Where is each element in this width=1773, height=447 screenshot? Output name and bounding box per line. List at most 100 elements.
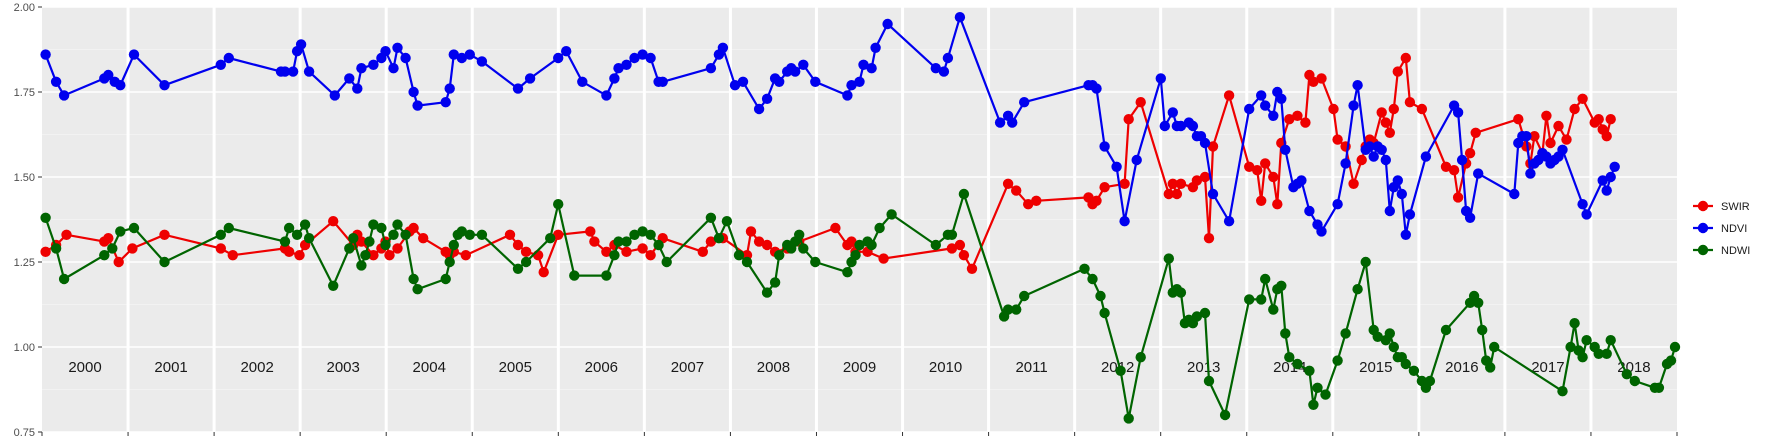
- data-point-ndwi: [1340, 328, 1351, 339]
- data-point-ndwi: [476, 229, 488, 240]
- data-point-swir: [1577, 93, 1588, 105]
- data-point-ndvi: [1352, 80, 1363, 91]
- data-point-ndvi: [637, 49, 648, 60]
- y-tick-label: 1.75: [14, 87, 35, 99]
- data-point-ndvi: [657, 76, 668, 88]
- data-point-ndwi: [1320, 389, 1331, 400]
- data-point-ndwi: [1018, 290, 1030, 302]
- data-point-ndwi: [1384, 328, 1396, 339]
- data-point-ndvi: [930, 62, 941, 74]
- data-point-ndvi: [753, 103, 765, 115]
- data-point-swir: [1513, 114, 1524, 125]
- data-point-ndvi: [942, 52, 954, 64]
- data-point-ndwi: [1332, 355, 1343, 366]
- data-point-ndwi: [376, 222, 387, 234]
- data-point-ndwi: [1308, 399, 1319, 410]
- data-point-ndvi: [1400, 229, 1412, 240]
- data-point-ndwi: [1569, 318, 1580, 329]
- data-point-ndwi: [1577, 352, 1588, 363]
- data-point-ndvi: [938, 66, 950, 77]
- data-point-ndvi: [866, 62, 877, 74]
- data-point-ndwi: [223, 222, 234, 234]
- data-point-ndwi: [520, 256, 532, 268]
- series-ndwi: [40, 188, 1681, 424]
- data-point-ndvi: [1175, 120, 1187, 132]
- data-point-ndwi: [440, 273, 451, 285]
- data-point-swir: [830, 222, 841, 234]
- data-point-ndwi: [1352, 284, 1363, 295]
- data-point-swir: [1440, 161, 1452, 172]
- data-point-swir: [637, 243, 648, 254]
- data-point-swir: [1561, 134, 1572, 145]
- series-line-swir: [45, 56, 1612, 274]
- data-point-ndwi: [1653, 382, 1665, 393]
- data-point-ndvi: [1244, 103, 1255, 115]
- data-point-ndvi: [128, 49, 140, 60]
- data-point-ndwi: [408, 273, 419, 285]
- data-point-swir: [227, 250, 238, 261]
- data-point-ndwi: [464, 229, 475, 240]
- data-point-ndvi: [1368, 151, 1379, 162]
- data-point-swir: [368, 250, 379, 261]
- data-point-ndvi: [356, 62, 367, 74]
- data-point-ndvi: [1187, 120, 1199, 132]
- year-label: 2004: [413, 359, 446, 376]
- data-point-ndwi: [512, 263, 524, 274]
- data-point-swir: [1167, 178, 1179, 189]
- data-point-ndwi: [1135, 352, 1146, 363]
- data-point-ndvi: [1609, 161, 1620, 172]
- data-point-ndwi: [1268, 304, 1279, 315]
- data-point-swir: [1569, 103, 1580, 115]
- year-label: 2013: [1187, 359, 1220, 376]
- data-point-ndvi: [1316, 226, 1327, 237]
- data-point-ndwi: [1219, 409, 1231, 421]
- data-point-ndwi: [946, 229, 958, 240]
- data-point-swir: [1244, 161, 1255, 172]
- data-point-swir: [61, 229, 72, 240]
- data-point-ndvi: [737, 76, 749, 88]
- data-point-ndwi: [1473, 297, 1484, 308]
- data-point-swir: [1316, 73, 1327, 84]
- data-point-ndwi: [653, 239, 664, 251]
- data-point-swir: [1011, 185, 1022, 196]
- data-point-ndwi: [299, 219, 311, 230]
- data-point-swir: [697, 246, 708, 257]
- year-label: 2000: [68, 359, 101, 376]
- series-layer: [40, 12, 1681, 424]
- data-point-ndwi: [1629, 375, 1641, 387]
- data-point-swir: [159, 229, 170, 240]
- data-point-ndvi: [1260, 100, 1271, 111]
- data-point-ndvi: [223, 52, 234, 64]
- year-label: 2006: [585, 359, 618, 376]
- data-point-swir: [1529, 131, 1540, 142]
- data-point-ndwi: [1087, 273, 1098, 285]
- data-point-ndwi: [705, 212, 717, 223]
- data-point-ndvi: [870, 42, 881, 53]
- data-point-ndvi: [729, 80, 741, 91]
- data-point-swir: [384, 250, 395, 261]
- data-point-ndwi: [1276, 280, 1287, 291]
- data-point-ndwi: [368, 219, 379, 230]
- data-point-swir: [1376, 107, 1387, 118]
- data-point-ndvi: [810, 76, 821, 88]
- data-point-ndvi: [287, 66, 299, 77]
- data-point-swir: [966, 263, 978, 274]
- data-point-ndvi: [882, 18, 893, 30]
- data-point-ndwi: [769, 277, 781, 288]
- data-point-swir: [356, 236, 367, 247]
- data-point-swir: [1031, 195, 1042, 206]
- data-point-ndwi: [1175, 287, 1187, 298]
- data-point-ndvi: [1332, 199, 1343, 210]
- data-point-swir: [1163, 188, 1175, 200]
- data-point-ndwi: [810, 256, 821, 268]
- data-point-swir: [113, 256, 124, 268]
- data-point-ndwi: [886, 209, 897, 220]
- data-point-ndvi: [524, 73, 536, 84]
- data-point-ndvi: [1167, 107, 1179, 118]
- data-point-ndvi: [329, 90, 340, 101]
- data-point-ndwi: [721, 216, 733, 227]
- data-point-ndwi: [1400, 358, 1412, 370]
- data-point-ndvi: [854, 76, 865, 88]
- year-label: 2001: [154, 359, 187, 376]
